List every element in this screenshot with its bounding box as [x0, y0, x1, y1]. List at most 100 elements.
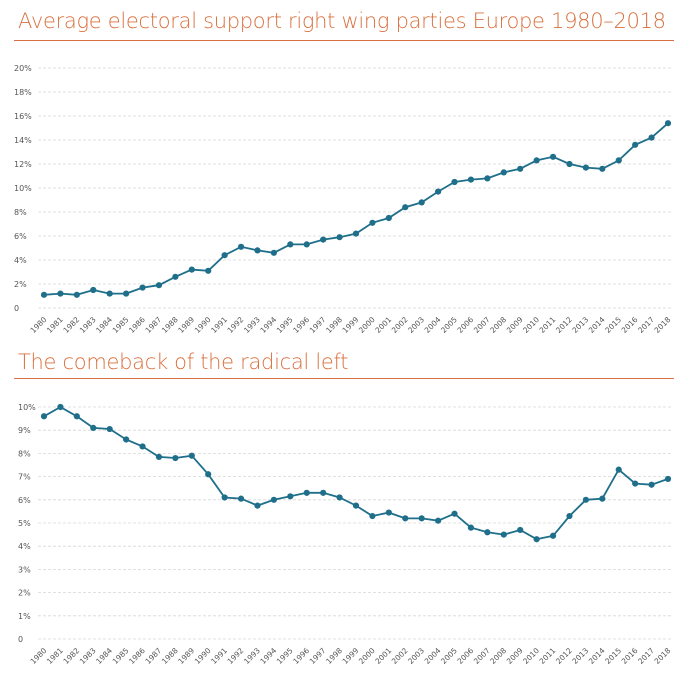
x-tick-label: 2002: [390, 315, 410, 335]
y-tick-label: 0: [14, 304, 19, 313]
y-tick-label: 5%: [18, 519, 31, 528]
data-point: [123, 290, 130, 297]
x-tick-label: 1988: [160, 646, 180, 666]
y-tick-label: 6%: [14, 232, 27, 241]
x-tick-label: 2014: [587, 646, 607, 666]
y-tick-label: 7%: [18, 473, 31, 482]
data-point: [270, 249, 277, 256]
data-point: [664, 120, 672, 127]
x-tick-label: 2011: [538, 646, 558, 666]
data-point: [582, 496, 589, 503]
data-point: [139, 443, 146, 450]
x-tick-label: 1992: [226, 646, 246, 666]
y-tick-label: 9%: [18, 426, 31, 435]
x-tick-label: 1989: [176, 646, 196, 666]
data-point: [566, 160, 573, 168]
x-tick-label: 2003: [406, 315, 426, 335]
x-tick-label: 1986: [127, 646, 147, 666]
x-tick-label: 1998: [324, 646, 344, 666]
y-tick-label: 2%: [14, 280, 27, 289]
x-tick-label: 2003: [406, 646, 426, 666]
x-tick-label: 1987: [143, 646, 163, 666]
x-tick-label: 2017: [636, 646, 656, 666]
x-tick-label: 1991: [209, 646, 229, 666]
data-point: [435, 188, 442, 195]
data-point: [402, 204, 409, 211]
x-tick-label: 2005: [439, 315, 459, 335]
x-tick-label: 2016: [620, 646, 640, 666]
x-tick-label: 1988: [160, 315, 180, 335]
data-point: [320, 236, 327, 243]
x-tick-label: 1994: [258, 315, 278, 335]
x-tick-label: 2015: [603, 646, 623, 666]
data-point: [566, 512, 573, 520]
data-point: [106, 290, 113, 297]
data-point: [385, 509, 392, 516]
x-tick-label: 1984: [94, 646, 114, 666]
data-point: [549, 532, 557, 539]
y-tick-label: 16%: [14, 112, 32, 121]
data-point: [385, 214, 392, 222]
y-tick-label: 10%: [14, 184, 32, 193]
x-tick-label: 1995: [275, 315, 295, 335]
x-tick-label: 1994: [258, 646, 278, 666]
data-point: [73, 291, 80, 298]
x-tick-label: 2018: [653, 646, 673, 666]
y-tick-label: 18%: [14, 88, 32, 97]
x-tick-label: 1985: [111, 315, 131, 335]
x-tick-label: 2011: [538, 315, 558, 335]
x-tick-label: 1996: [291, 646, 311, 666]
y-tick-label: 8%: [14, 208, 27, 217]
data-point: [500, 169, 507, 176]
x-tick-label: 2008: [488, 315, 508, 335]
x-tick-label: 2002: [390, 646, 410, 666]
x-tick-label: 2001: [373, 646, 393, 666]
y-tick-label: 6%: [18, 496, 31, 505]
x-tick-label: 2000: [357, 646, 377, 666]
data-point: [418, 199, 425, 206]
x-tick-label: 2005: [439, 646, 459, 666]
x-tick-label: 1981: [45, 646, 65, 666]
x-tick-label: 2017: [636, 315, 656, 335]
data-point: [402, 515, 409, 522]
series-line: [43, 122, 669, 296]
x-tick-label: 1980: [29, 646, 49, 666]
data-point: [155, 282, 163, 289]
chart-2-title-rule: [14, 378, 674, 379]
data-point: [533, 157, 540, 164]
y-tick-label: 2%: [18, 589, 31, 598]
data-point: [188, 266, 195, 273]
x-tick-label: 1999: [341, 315, 361, 335]
x-tick-label: 2009: [505, 315, 525, 335]
data-point: [221, 252, 228, 259]
y-tick-label: 12%: [14, 160, 32, 169]
x-tick-label: 1997: [308, 315, 328, 335]
data-point: [73, 413, 80, 420]
data-point: [549, 153, 557, 160]
x-tick-label: 1986: [127, 315, 147, 335]
data-point: [40, 291, 48, 298]
x-tick-label: 1990: [193, 646, 213, 666]
x-tick-label: 2014: [587, 315, 607, 335]
data-point: [172, 273, 179, 280]
x-tick-label: 2015: [603, 315, 623, 335]
data-point: [287, 493, 294, 500]
x-tick-label: 2000: [357, 315, 377, 335]
x-tick-label: 1997: [308, 646, 328, 666]
x-tick-label: 2018: [653, 315, 673, 335]
data-point: [221, 494, 228, 501]
data-point: [484, 529, 491, 536]
data-point: [155, 453, 163, 460]
x-tick-label: 2013: [570, 315, 590, 335]
data-point: [484, 175, 491, 182]
data-point: [303, 489, 310, 496]
data-point: [418, 515, 425, 522]
data-point: [205, 267, 212, 274]
chart-2-radical-left-support: 01%2%3%4%5%6%7%8%9%10%198019811982198319…: [18, 403, 673, 666]
data-point: [303, 241, 310, 248]
y-tick-label: 1%: [18, 612, 31, 621]
x-tick-label: 2007: [472, 315, 492, 335]
x-tick-label: 2010: [521, 315, 541, 335]
x-tick-label: 1990: [193, 315, 213, 335]
x-tick-label: 2008: [488, 646, 508, 666]
